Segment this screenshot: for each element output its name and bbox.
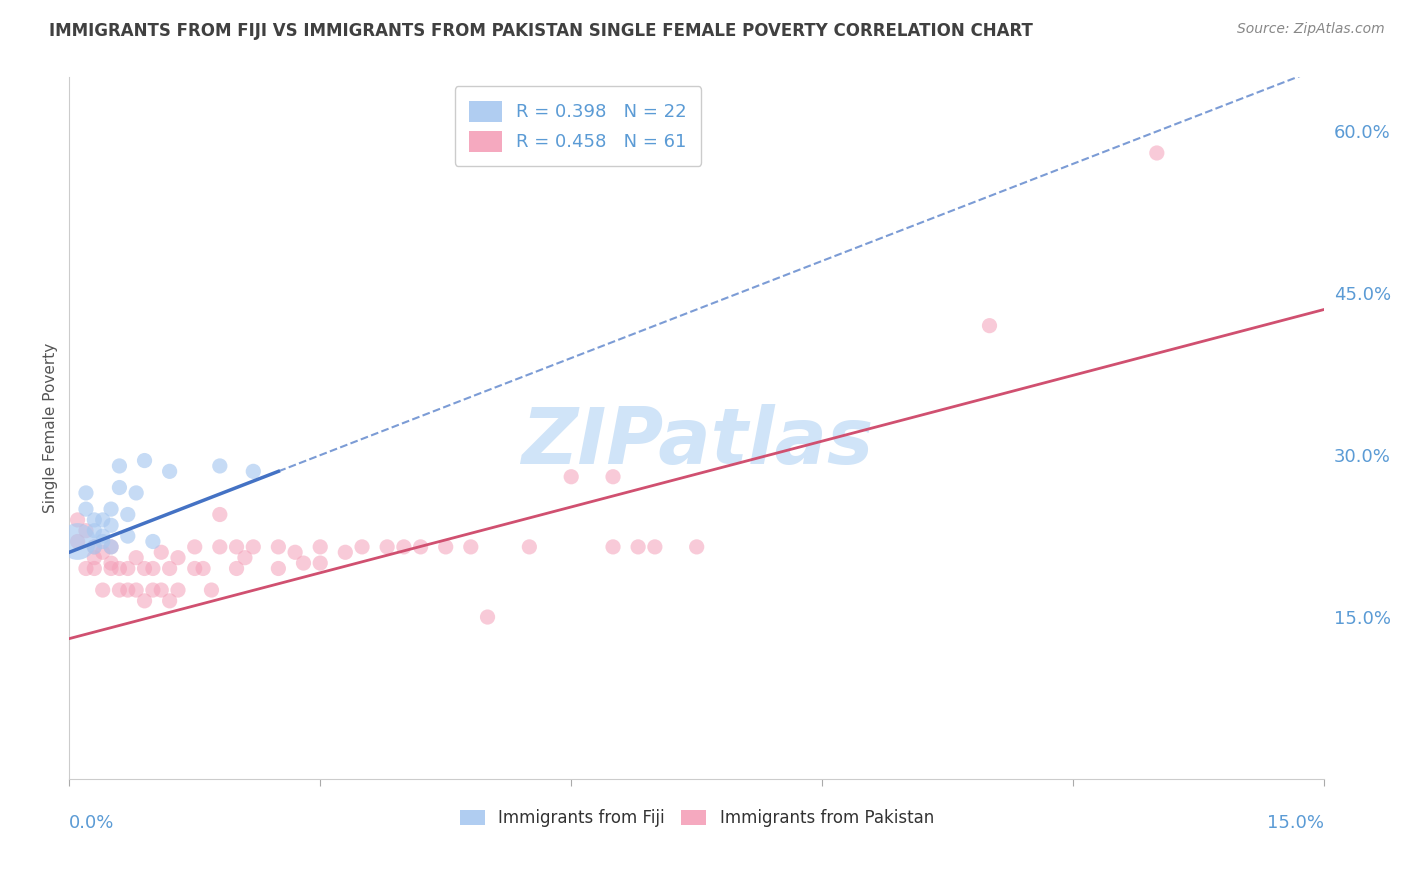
Point	[125, 583, 148, 598]
Point	[91, 545, 114, 559]
Point	[91, 534, 114, 549]
Point	[134, 594, 156, 608]
Point	[686, 540, 709, 554]
Point	[100, 502, 122, 516]
Point	[309, 556, 332, 570]
Point	[66, 534, 89, 549]
Point	[409, 540, 432, 554]
Point	[233, 550, 256, 565]
Point	[477, 610, 499, 624]
Text: 15.0%: 15.0%	[1267, 814, 1324, 832]
Point	[75, 561, 97, 575]
Text: ZIPatlas: ZIPatlas	[520, 404, 873, 480]
Point	[117, 508, 139, 522]
Point	[602, 469, 624, 483]
Point	[208, 508, 231, 522]
Point	[208, 458, 231, 473]
Point	[91, 529, 114, 543]
Point	[242, 464, 264, 478]
Point	[183, 561, 205, 575]
Point	[1146, 146, 1168, 161]
Point	[392, 540, 415, 554]
Point	[242, 540, 264, 554]
Point	[150, 545, 173, 559]
Point	[142, 561, 165, 575]
Point	[434, 540, 457, 554]
Point	[100, 556, 122, 570]
Point	[83, 513, 105, 527]
Point	[375, 540, 398, 554]
Point	[134, 453, 156, 467]
Point	[352, 540, 374, 554]
Point	[159, 464, 181, 478]
Point	[83, 524, 105, 538]
Point	[644, 540, 666, 554]
Point	[519, 540, 541, 554]
Point	[309, 540, 332, 554]
Point	[83, 540, 105, 554]
Point	[225, 540, 247, 554]
Point	[560, 469, 582, 483]
Point	[134, 561, 156, 575]
Point	[91, 513, 114, 527]
Point	[159, 561, 181, 575]
Point	[142, 583, 165, 598]
Point	[117, 583, 139, 598]
Point	[75, 486, 97, 500]
Text: 0.0%: 0.0%	[69, 814, 115, 832]
Point	[225, 561, 247, 575]
Point	[91, 583, 114, 598]
Point	[100, 518, 122, 533]
Point	[125, 550, 148, 565]
Point	[208, 540, 231, 554]
Point	[979, 318, 1001, 333]
Point	[83, 540, 105, 554]
Point	[267, 561, 290, 575]
Point	[284, 545, 307, 559]
Point	[117, 561, 139, 575]
Legend: Immigrants from Fiji, Immigrants from Pakistan: Immigrants from Fiji, Immigrants from Pa…	[453, 803, 941, 834]
Point	[83, 550, 105, 565]
Point	[108, 458, 131, 473]
Point	[159, 594, 181, 608]
Text: Source: ZipAtlas.com: Source: ZipAtlas.com	[1237, 22, 1385, 37]
Point	[75, 524, 97, 538]
Point	[66, 534, 89, 549]
Point	[142, 534, 165, 549]
Point	[602, 540, 624, 554]
Point	[117, 529, 139, 543]
Point	[191, 561, 214, 575]
Point	[66, 513, 89, 527]
Point	[183, 540, 205, 554]
Point	[335, 545, 357, 559]
Point	[75, 502, 97, 516]
Point	[100, 561, 122, 575]
Y-axis label: Single Female Poverty: Single Female Poverty	[44, 343, 58, 513]
Point	[108, 561, 131, 575]
Point	[83, 561, 105, 575]
Point	[150, 583, 173, 598]
Point	[267, 540, 290, 554]
Point	[125, 486, 148, 500]
Point	[108, 481, 131, 495]
Point	[167, 550, 190, 565]
Point	[292, 556, 315, 570]
Point	[100, 540, 122, 554]
Point	[200, 583, 222, 598]
Point	[167, 583, 190, 598]
Point	[108, 583, 131, 598]
Point	[460, 540, 482, 554]
Point	[627, 540, 650, 554]
Point	[100, 540, 122, 554]
Text: IMMIGRANTS FROM FIJI VS IMMIGRANTS FROM PAKISTAN SINGLE FEMALE POVERTY CORRELATI: IMMIGRANTS FROM FIJI VS IMMIGRANTS FROM …	[49, 22, 1033, 40]
